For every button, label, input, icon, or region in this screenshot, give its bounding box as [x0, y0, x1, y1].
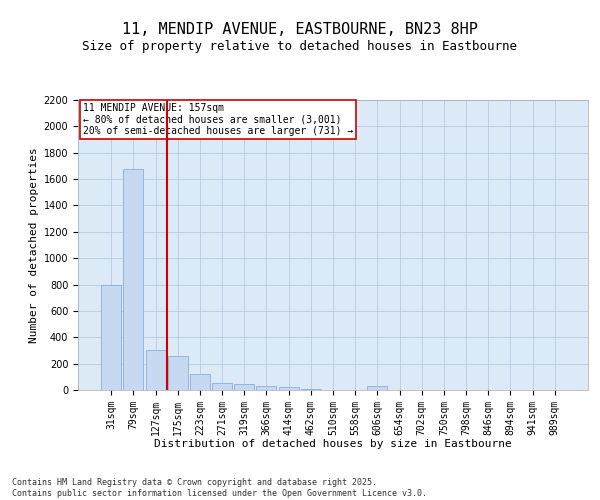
Bar: [278, 388, 299, 390]
Bar: [101, 284, 121, 390]
Bar: [190, 374, 210, 390]
Bar: [168, 356, 188, 390]
Y-axis label: Number of detached properties: Number of detached properties: [29, 147, 40, 343]
Text: Contains HM Land Registry data © Crown copyright and database right 2025.
Contai: Contains HM Land Registry data © Crown c…: [12, 478, 427, 498]
Bar: [234, 384, 254, 390]
Text: Size of property relative to detached houses in Eastbourne: Size of property relative to detached ho…: [83, 40, 517, 53]
Bar: [124, 169, 143, 390]
Bar: [146, 350, 166, 390]
Bar: [256, 386, 277, 390]
Text: 11 MENDIP AVENUE: 157sqm
← 80% of detached houses are smaller (3,001)
20% of sem: 11 MENDIP AVENUE: 157sqm ← 80% of detach…: [83, 103, 353, 136]
X-axis label: Distribution of detached houses by size in Eastbourne: Distribution of detached houses by size …: [154, 439, 512, 449]
Bar: [367, 386, 388, 390]
Bar: [212, 384, 232, 390]
Text: 11, MENDIP AVENUE, EASTBOURNE, BN23 8HP: 11, MENDIP AVENUE, EASTBOURNE, BN23 8HP: [122, 22, 478, 38]
